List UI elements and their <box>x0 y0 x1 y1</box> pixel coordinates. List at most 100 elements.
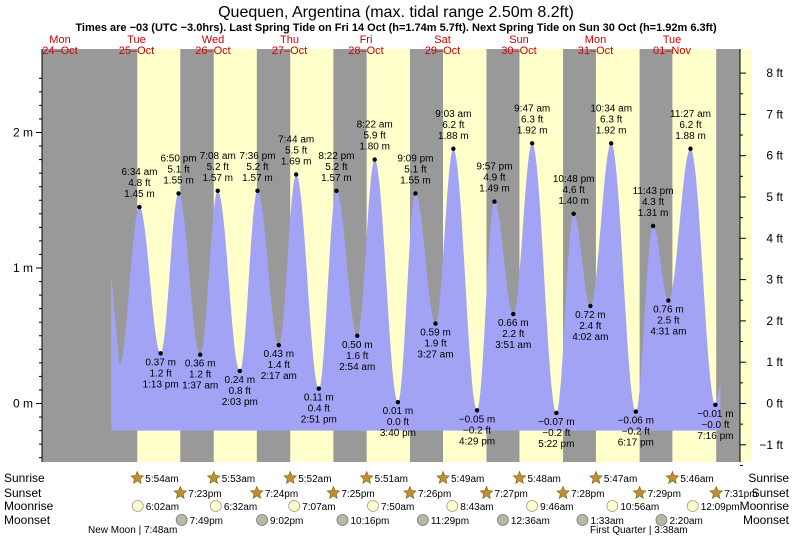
day-date: 31–Oct <box>578 45 613 57</box>
extreme-point <box>215 188 220 193</box>
extreme-label: −0.06 m <box>618 416 654 427</box>
extreme-label: 5.5 ft <box>285 146 307 157</box>
moonset-icon <box>175 514 188 526</box>
extreme-label: 7:16 pm <box>697 431 733 442</box>
right-tick-label: 0 ft <box>766 397 783 411</box>
extreme-label: 2.5 ft <box>657 316 679 327</box>
extreme-label: 1.6 ft <box>346 351 368 362</box>
extreme-label: 0.72 m <box>575 310 606 321</box>
almanac-row-label-right: Moonrise <box>740 499 790 513</box>
extreme-label: 3:27 am <box>417 350 453 361</box>
right-tick-label: 1 ft <box>766 355 783 369</box>
moonset-icon <box>576 514 589 526</box>
extreme-point <box>451 146 456 151</box>
moonset-time: 1:33am <box>590 516 623 527</box>
extreme-label: 0.24 m <box>224 375 255 386</box>
extreme-label: 0.11 m <box>304 393 334 404</box>
extreme-label: 0.59 m <box>420 328 451 339</box>
extreme-label: −0.01 m <box>697 409 733 420</box>
extreme-point <box>413 191 418 196</box>
extreme-label: 0.36 m <box>185 359 216 370</box>
extreme-label: 0.43 m <box>263 349 294 360</box>
right-tick-label: 2 ft <box>766 314 783 328</box>
extreme-label: 1.57 m <box>242 173 273 184</box>
extreme-label: 1.9 ft <box>424 339 446 350</box>
chart-subtitle: Times are −03 (UTC −3.0hrs). Last Spring… <box>75 22 717 34</box>
extreme-label: 11:43 pm <box>633 186 674 197</box>
sunrise-icon <box>359 470 374 484</box>
day-date: 29–Oct <box>425 45 460 57</box>
extreme-label: 11:27 am <box>670 109 711 120</box>
sunset-icon <box>632 485 647 499</box>
moonrise-icon <box>606 500 619 512</box>
extreme-label: 5.2 ft <box>246 162 268 173</box>
day-weekday: Tue <box>127 34 146 46</box>
extreme-point <box>372 157 377 162</box>
extreme-label: 3:51 am <box>495 340 531 351</box>
extreme-label: 1.49 m <box>479 184 510 195</box>
extreme-label: −0.0 ft <box>701 420 729 431</box>
extreme-label: 2:17 am <box>261 371 297 382</box>
extreme-label: 5.1 ft <box>404 164 426 175</box>
extreme-point <box>334 188 339 193</box>
extreme-label: 0.4 ft <box>308 404 330 415</box>
moonrise-icon <box>526 500 539 512</box>
extreme-label: 7:08 am <box>200 151 236 162</box>
moonrise-time: 9:46am <box>540 502 573 513</box>
extreme-label: 7:36 pm <box>239 151 275 162</box>
sunset-time: 7:29pm <box>648 489 681 500</box>
extreme-label: 0.50 m <box>342 340 373 351</box>
extreme-label: 4:29 pm <box>459 436 495 447</box>
extreme-label: 5.9 ft <box>364 131 386 142</box>
extreme-label: 4.8 ft <box>128 178 150 189</box>
extreme-label: 2:03 pm <box>222 397 258 408</box>
moonrise-time: 8:43am <box>460 502 493 513</box>
extreme-point <box>554 410 559 416</box>
sunrise-time: 5:53am <box>222 474 255 485</box>
sunrise-icon <box>436 470 450 484</box>
sunrise-icon <box>589 470 603 484</box>
extreme-label: 1.55 m <box>163 175 194 186</box>
extreme-point <box>474 408 480 413</box>
extreme-point <box>511 311 516 317</box>
extreme-point <box>588 303 593 309</box>
moonset-icon <box>497 514 509 526</box>
extreme-label: 10:48 pm <box>553 174 595 185</box>
day-date: 28–Oct <box>348 45 383 57</box>
sunrise-icon <box>283 470 298 484</box>
sunrise-time: 5:47am <box>604 474 637 485</box>
left-tick-label: 2 m <box>13 126 33 140</box>
sunrise-time: 5:46am <box>680 474 713 485</box>
moonset-icon <box>416 514 429 526</box>
moonset-time: 10:16pm <box>350 516 389 527</box>
almanac-row-label-right: Sunset <box>752 486 790 500</box>
extreme-label: 4.3 ft <box>642 197 664 208</box>
extreme-label: 1.57 m <box>321 173 352 184</box>
extreme-point <box>633 409 638 414</box>
extreme-point <box>492 199 497 204</box>
moon-phase-first-quarter: First Quarter | 3:38am <box>590 525 688 536</box>
extreme-point <box>316 386 322 391</box>
moonset-time: 12:36am <box>511 516 550 527</box>
extreme-label: 0.01 m <box>383 406 414 417</box>
extreme-label: 4:31 am <box>650 327 686 338</box>
extreme-labels: 6:34 am4.8 ft1.45 m0.37 m1.2 ft1:13 pm6:… <box>121 103 733 450</box>
almanac-row-label-left: Sunset <box>4 486 42 500</box>
extreme-label: 9:57 pm <box>476 162 512 173</box>
extreme-label: 1.80 m <box>359 142 390 153</box>
day-weekday: Thu <box>280 34 299 46</box>
extreme-label: 5.2 ft <box>325 162 347 173</box>
extreme-point <box>276 343 281 348</box>
almanac-row-label-left: Moonrise <box>4 499 54 513</box>
extreme-label: 4.9 ft <box>483 173 505 184</box>
extreme-label: 6:50 pm <box>160 153 196 164</box>
extreme-label: −0.2 ft <box>622 427 650 438</box>
almanac-row-label-left: Sunrise <box>4 471 45 485</box>
extreme-label: 5.1 ft <box>167 164 189 175</box>
extreme-label: 8:22 pm <box>318 151 354 162</box>
extreme-label: 1.40 m <box>558 196 589 207</box>
day-headers: Mon24–OctTue25–OctWed26–OctThu27–OctFri2… <box>42 34 691 57</box>
extreme-point <box>666 298 671 303</box>
extreme-label: 4.6 ft <box>563 185 585 196</box>
